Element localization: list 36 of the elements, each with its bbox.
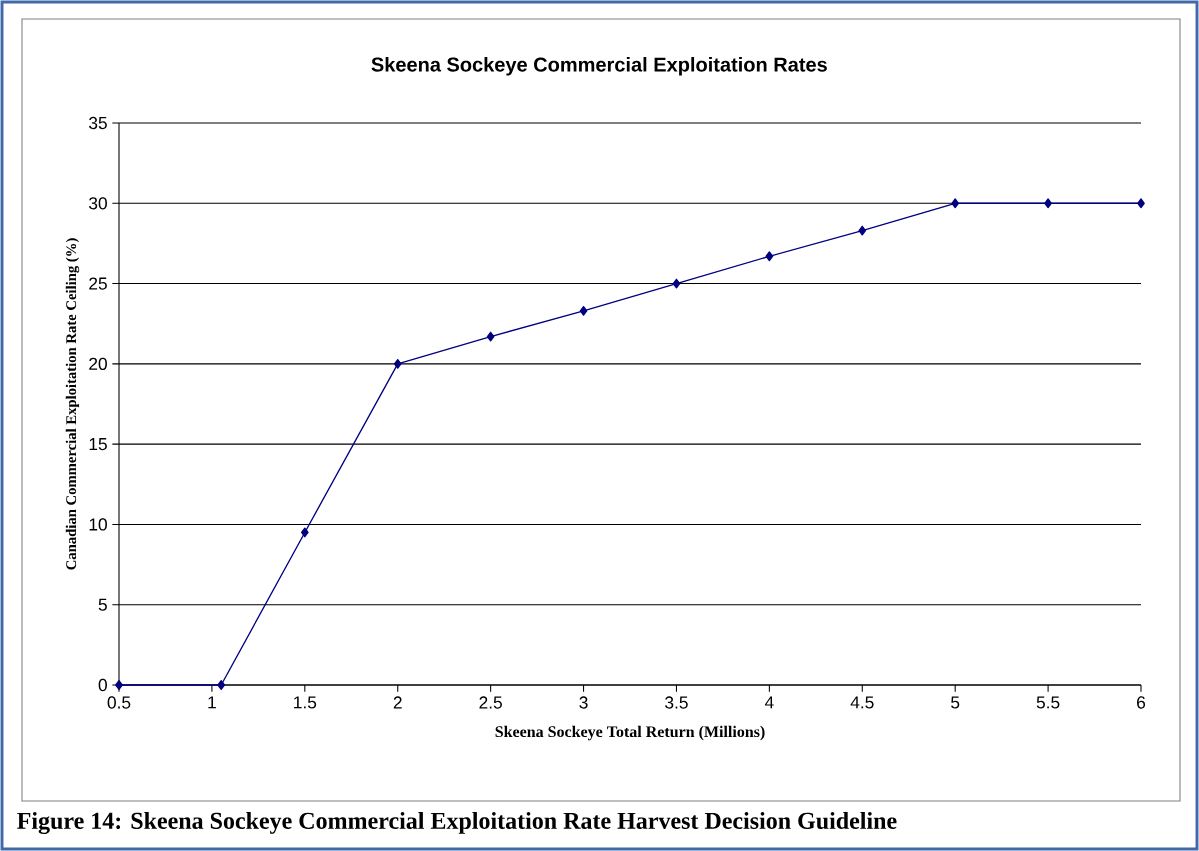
x-axis-title: Skeena Sockeye Total Return (Millions): [495, 725, 765, 741]
point: [300, 527, 309, 538]
x-tick-label: 4: [764, 696, 774, 709]
y-tick-label: 10: [89, 518, 107, 531]
y-tick-label: 15: [89, 438, 107, 451]
x-tick-label: 0.5: [107, 696, 131, 709]
x-tick-label: 1.5: [294, 696, 317, 709]
x-tick-label: 5: [951, 696, 960, 709]
point: [672, 278, 681, 289]
chart-title: Skeena Sockeye Commercial Exploitation Rates: [371, 56, 827, 76]
point: [765, 251, 774, 262]
point: [1044, 198, 1052, 209]
x-tick-label: 3: [579, 696, 588, 709]
point: [115, 680, 123, 690]
point: [217, 680, 226, 690]
y-tick-label: 25: [89, 277, 107, 290]
point: [1137, 198, 1145, 209]
x-tick-label: 6: [1137, 696, 1146, 709]
point: [393, 358, 402, 369]
point: [858, 225, 867, 236]
y-tick-label: 5: [98, 598, 107, 611]
x-tick-label: 3.5: [665, 696, 688, 709]
y-axis-title: Canadian Commercial Exploitation Rate Ceiling (%): [65, 238, 80, 570]
x-tick-label: 1: [208, 696, 216, 709]
x-tick-label: 2.5: [479, 696, 502, 709]
point: [486, 331, 495, 342]
point: [951, 198, 960, 209]
y-tick-label: 35: [89, 116, 107, 130]
x-tick-label: 2: [393, 696, 402, 709]
point: [579, 305, 588, 316]
y-tick-label: 0: [98, 678, 107, 692]
x-tick-label: 5.5: [1036, 696, 1060, 709]
caption: Figure 14: Skeena Sockeye Commercial Exploitation Rate Harvest Decision Guideline: [17, 812, 897, 834]
y-tick-label: 30: [89, 197, 107, 210]
x-tick-label: 4.5: [850, 696, 874, 709]
y-tick-label: 20: [89, 357, 107, 370]
